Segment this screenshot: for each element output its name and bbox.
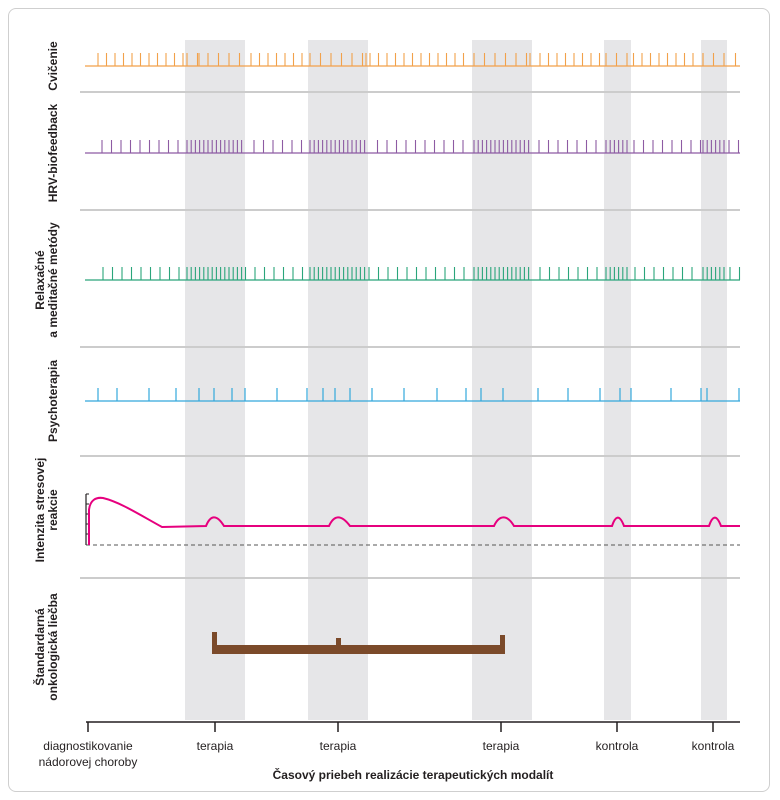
oncology-treatment-track <box>212 632 505 654</box>
time-axis <box>86 721 740 732</box>
row-labels: Cvičenie HRV-biofeedback Relaxačné a medita… <box>32 41 60 701</box>
row-label-exercise: Cvičenie <box>46 41 60 91</box>
therapy-band-5 <box>701 40 727 720</box>
stress-intensity-track <box>85 493 740 546</box>
time-axis-tick-label: kontrola <box>596 739 639 753</box>
therapy-band-3 <box>472 40 532 720</box>
therapy-band-2 <box>308 40 368 720</box>
therapy-band-1 <box>185 40 245 720</box>
hrv-biofeedback-track <box>85 140 740 154</box>
psychotherapy-track <box>85 388 740 402</box>
row-label-oncology: onkologická liečba <box>46 593 60 701</box>
therapy-period-bands <box>185 40 727 720</box>
time-axis-tick-labels: diagnostikovanie nádorovej choroby terapia… <box>39 739 735 769</box>
time-axis-tick-label: kontrola <box>692 739 735 753</box>
treatment-end-cap <box>500 635 505 654</box>
row-label-oncology: Štandardarná <box>32 608 47 686</box>
treatment-mid-cap <box>336 638 341 654</box>
time-axis-tick-label: terapia <box>197 739 234 753</box>
time-axis-tick-label: nádorovej choroby <box>39 755 138 769</box>
row-label-relax: Relaxačné <box>33 250 47 310</box>
time-axis-tick-label: terapia <box>483 739 520 753</box>
treatment-start-cap <box>212 632 217 654</box>
row-label-stress: reakcie <box>46 489 60 531</box>
exercise-track <box>85 53 740 67</box>
figure-frame <box>8 8 770 792</box>
time-axis-tick-label: terapia <box>320 739 357 753</box>
row-label-stress: Intenzita stresovej <box>33 458 47 563</box>
time-axis-tick-label: diagnostikovanie <box>43 739 133 753</box>
row-label-relax: a meditačné metódy <box>46 222 60 338</box>
row-separators <box>80 91 740 579</box>
row-label-psycho: Psychoterapia <box>46 360 60 442</box>
relaxation-meditation-track <box>85 267 741 281</box>
time-axis-title: Časový priebeh realizácie terapeutických… <box>273 767 554 782</box>
row-label-hrv: HRV-biofeedback <box>46 103 60 202</box>
stress-intensity-curve <box>88 496 740 545</box>
treatment-bar <box>212 645 505 654</box>
